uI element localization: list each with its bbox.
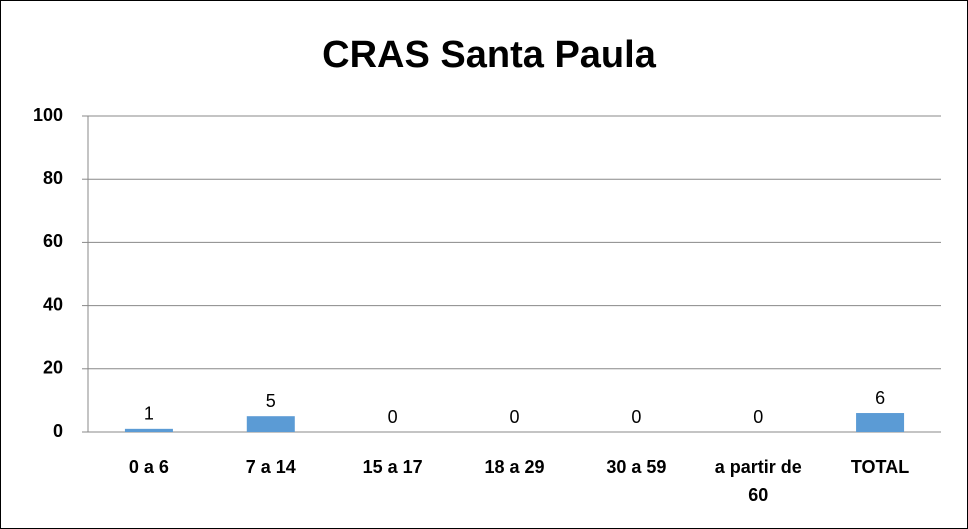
x-tick-label: 18 a 29 — [484, 457, 545, 477]
x-tick-label: 7 a 14 — [245, 457, 296, 477]
x-tick-label: 15 a 17 — [362, 457, 423, 477]
y-tick-label: 100 — [33, 105, 63, 125]
data-label: 0 — [509, 407, 519, 427]
data-label: 6 — [875, 388, 885, 408]
y-tick-label: 80 — [43, 168, 63, 188]
data-label: 0 — [753, 407, 763, 427]
y-tick-label: 60 — [43, 231, 63, 251]
y-tick-label: 20 — [43, 358, 63, 378]
data-label: 0 — [388, 407, 398, 427]
x-tick-label: a partir de 60 — [714, 457, 802, 505]
data-label: 5 — [266, 391, 276, 411]
y-tick-label: 40 — [43, 294, 63, 314]
bar — [124, 428, 173, 432]
y-tick-label: 0 — [53, 421, 63, 441]
data-label: 0 — [631, 407, 641, 427]
x-tick-label: 0 a 6 — [128, 457, 169, 477]
data-label: 1 — [144, 404, 154, 424]
bar — [856, 413, 905, 432]
x-tick-label: TOTAL — [850, 457, 910, 477]
bar — [246, 416, 295, 432]
chart-title: CRAS Santa Paula — [322, 34, 657, 76]
x-tick-label: 30 a 59 — [606, 457, 667, 477]
